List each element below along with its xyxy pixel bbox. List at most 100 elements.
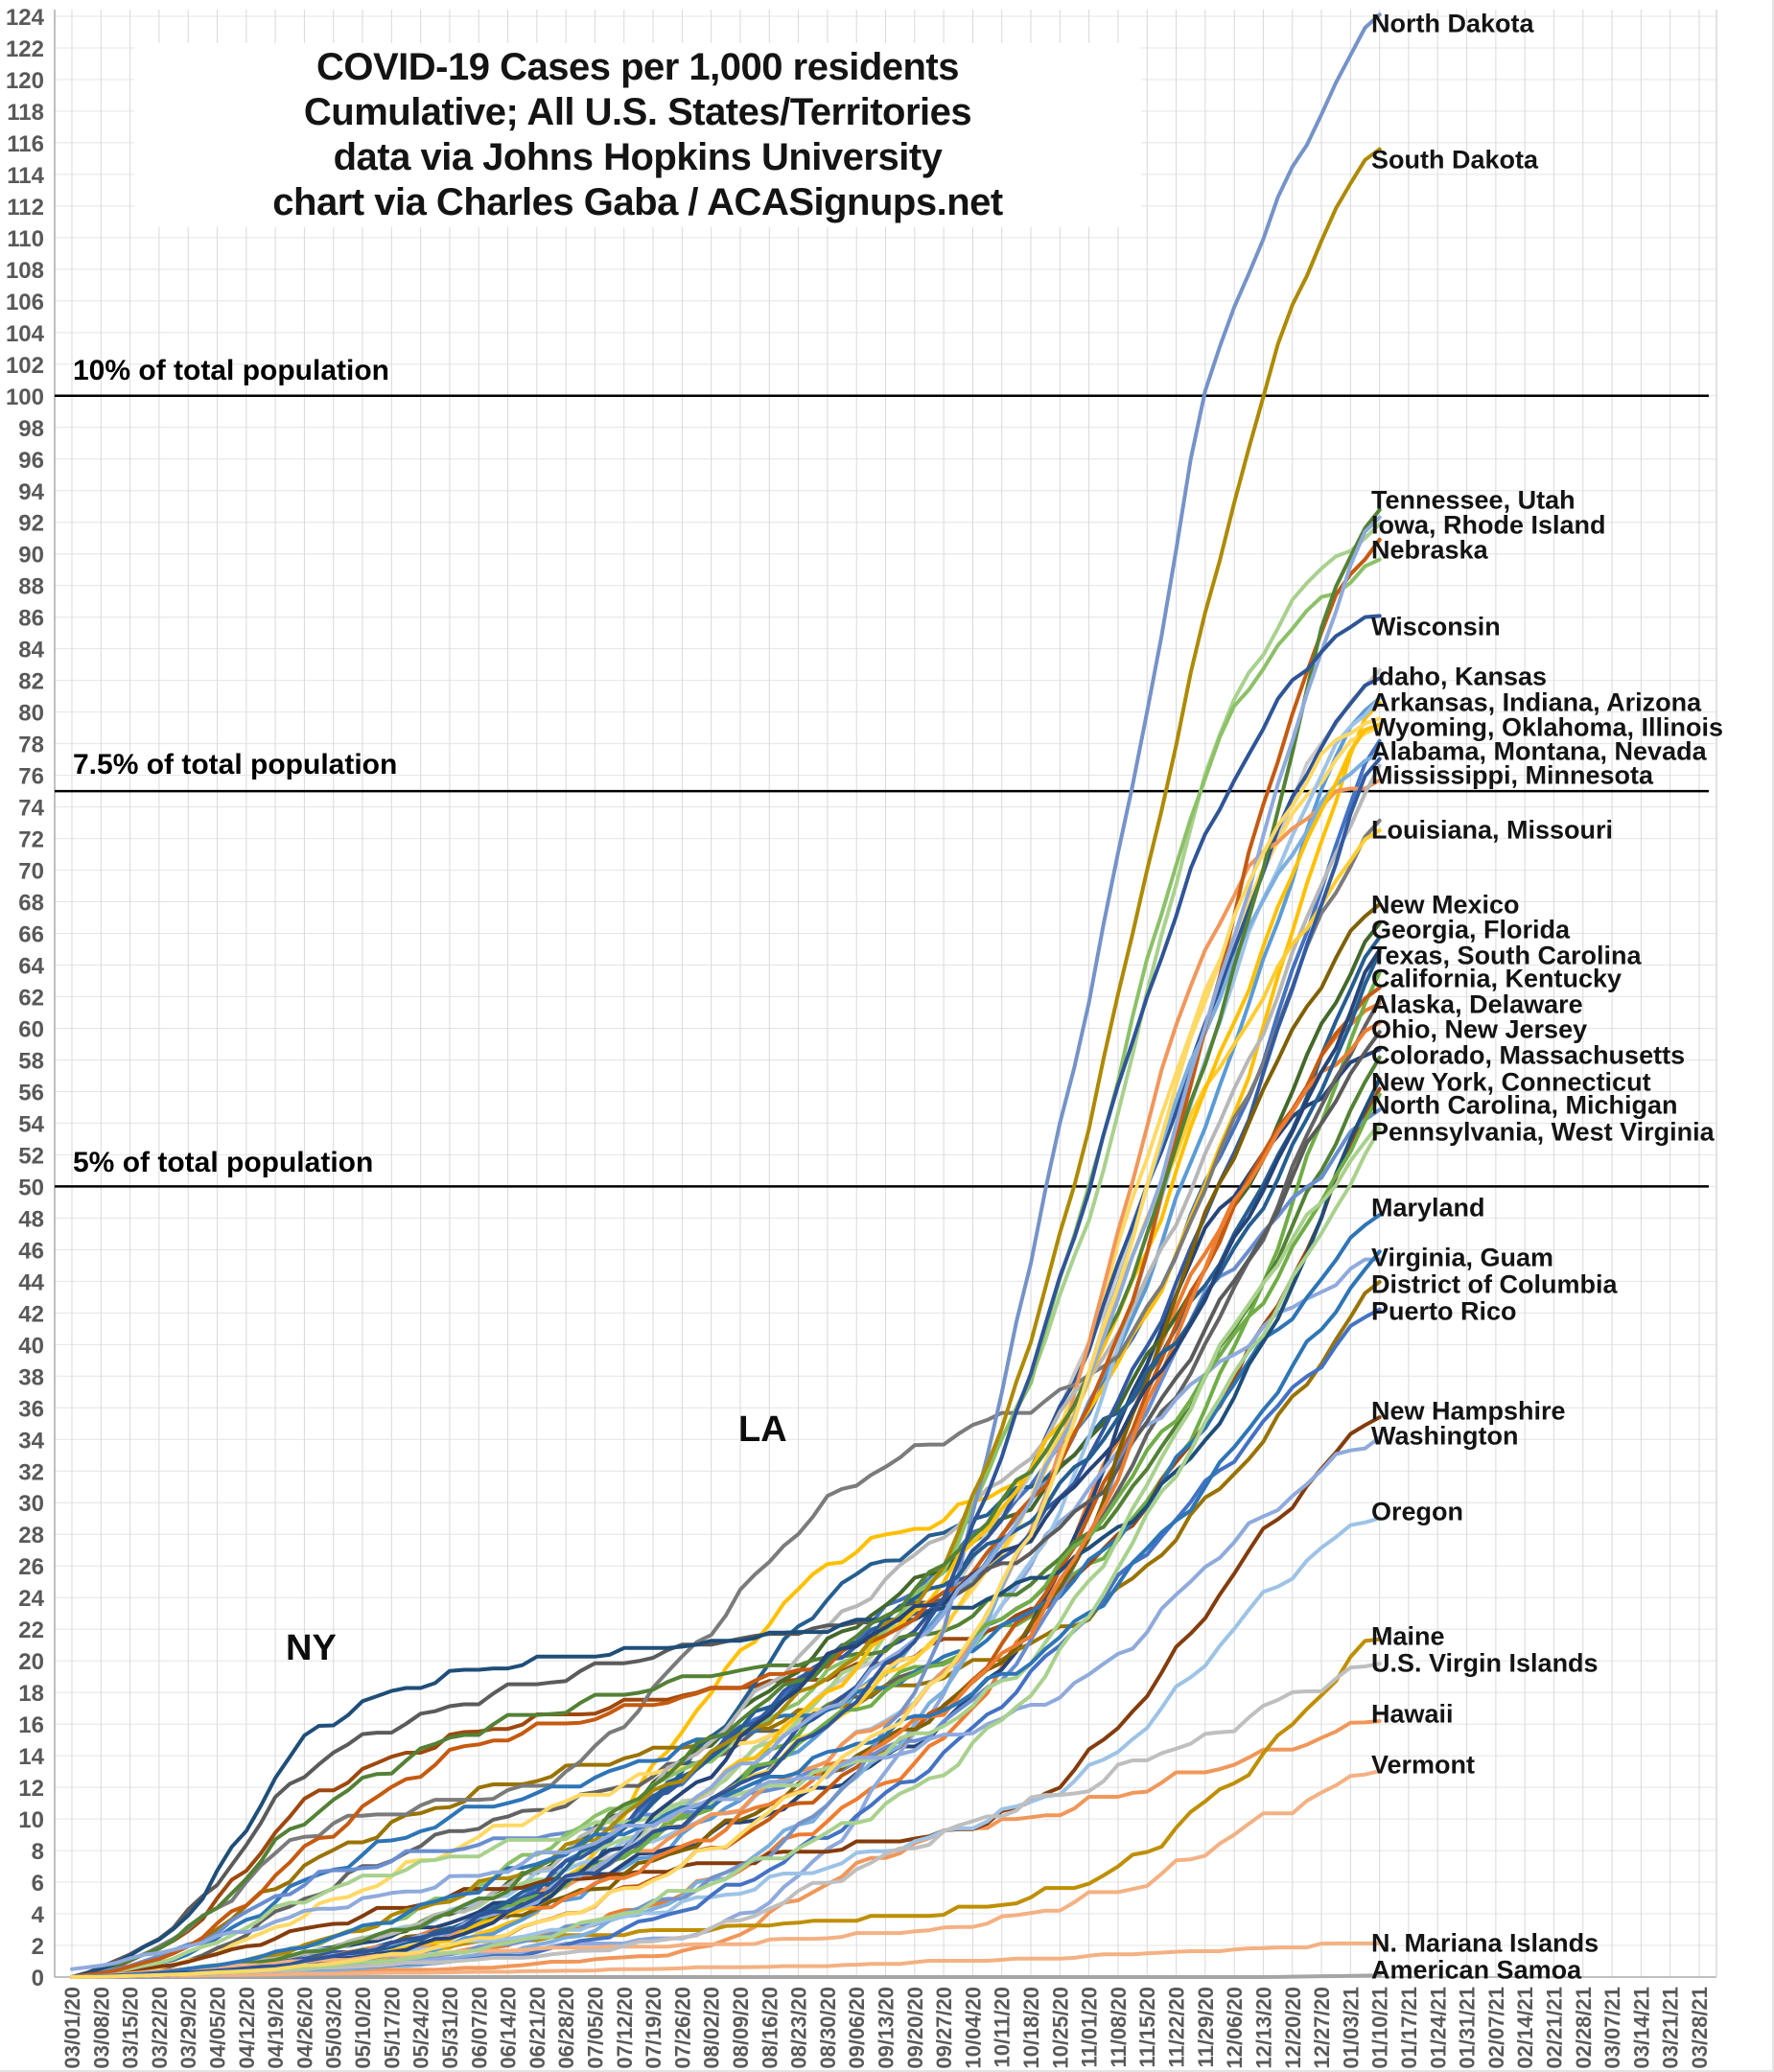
series-label: South Dakota <box>1371 145 1539 175</box>
series-line-massachusetts <box>70 1055 1382 1979</box>
y-tick-label: 32 <box>18 1459 44 1485</box>
x-tick-label: 07/05/20 <box>583 1987 607 2069</box>
y-tick-label: 90 <box>18 543 44 569</box>
series-label: Alabama, Montana, Nevada <box>1371 736 1707 766</box>
x-tick-label: 07/19/20 <box>642 1987 665 2069</box>
series-label: Tennessee, Utah <box>1371 485 1576 515</box>
x-tick-label: 03/22/20 <box>148 1987 172 2069</box>
series-label: New York, Connecticut <box>1371 1067 1651 1097</box>
chart-title: COVID-19 Cases per 1,000 residents Cumul… <box>134 43 1141 227</box>
x-tick-label: 06/28/20 <box>554 1987 578 2069</box>
y-tick-label: 88 <box>18 574 44 600</box>
annotation-louisiana: LA <box>738 1409 787 1450</box>
y-tick-label: 114 <box>7 163 44 189</box>
y-tick-label: 16 <box>18 1712 44 1738</box>
x-tick-label: 08/16/20 <box>758 1987 782 2069</box>
series-line-american-samoa <box>70 1973 1382 1979</box>
y-tick-label: 86 <box>18 606 44 632</box>
y-tick-label: 64 <box>18 954 44 980</box>
x-tick-label: 08/02/20 <box>700 1987 724 2069</box>
x-tick-label: 10/11/20 <box>991 1987 1015 2067</box>
y-axis-tick-labels: 0246810121416182022242628303234363840424… <box>6 5 45 1991</box>
x-tick-label: 12/06/20 <box>1223 1987 1247 2069</box>
y-tick-label: 56 <box>18 1080 44 1106</box>
y-tick-label: 2 <box>32 1934 44 1960</box>
series-label: Texas, South Carolina <box>1371 941 1642 970</box>
y-tick-label: 76 <box>18 764 44 790</box>
x-tick-label: 04/12/20 <box>235 1987 259 2069</box>
series-label: Alaska, Delaware <box>1371 989 1583 1019</box>
x-tick-label: 10/18/20 <box>1019 1987 1043 2069</box>
series-label: Pennsylvania, West Virginia <box>1371 1117 1715 1147</box>
series-label: Ohio, New Jersey <box>1371 1014 1588 1044</box>
x-tick-label: 09/06/20 <box>845 1987 869 2069</box>
y-tick-label: 6 <box>32 1871 44 1897</box>
x-tick-label: 01/03/21 <box>1339 1987 1363 2069</box>
y-tick-label: 18 <box>18 1681 44 1707</box>
x-tick-label: 02/14/21 <box>1513 1987 1537 2069</box>
series-label: Georgia, Florida <box>1371 915 1571 944</box>
series-label: Nebraska <box>1371 535 1488 565</box>
annotation-10-percent: 10% of total population <box>73 355 389 386</box>
title-line-4: chart via Charles Gaba / ACASignups.net <box>272 181 1003 223</box>
series-lines <box>70 12 1382 1979</box>
y-tick-label: 4 <box>32 1902 45 1928</box>
x-tick-label: 03/28/21 <box>1688 1987 1712 2069</box>
series-line-tennessee <box>70 507 1382 1979</box>
series-line-washington <box>70 1435 1382 1971</box>
x-tick-label: 07/26/20 <box>670 1987 694 2069</box>
x-tick-label: 08/30/20 <box>816 1987 840 2069</box>
y-tick-label: 110 <box>7 226 44 252</box>
series-line-n-mariana-islands <box>70 1941 1382 1979</box>
series-line-delaware <box>70 998 1382 1979</box>
y-tick-label: 12 <box>18 1776 44 1802</box>
y-tick-label: 98 <box>18 416 44 442</box>
x-tick-label: 11/01/20 <box>1078 1987 1102 2067</box>
y-tick-label: 60 <box>18 1016 44 1042</box>
series-line-connecticut <box>70 1086 1382 1979</box>
series-label: New Mexico <box>1371 890 1520 920</box>
x-tick-label: 12/27/20 <box>1310 1987 1334 2069</box>
x-tick-label: 04/26/20 <box>292 1987 316 2069</box>
x-tick-label: 11/15/20 <box>1135 1987 1159 2067</box>
x-tick-label: 10/25/20 <box>1048 1987 1072 2069</box>
series-line-new-hampshire <box>70 1415 1382 1979</box>
y-tick-label: 28 <box>18 1523 44 1548</box>
series-line-new-york <box>70 1077 1382 1979</box>
series-label: Colorado, Massachusetts <box>1371 1040 1686 1070</box>
annotation-new-york: NY <box>286 1628 337 1668</box>
y-tick-label: 82 <box>18 669 44 695</box>
y-tick-label: 8 <box>32 1839 44 1865</box>
y-tick-label: 58 <box>18 1048 44 1074</box>
y-tick-label: 70 <box>18 859 44 885</box>
y-tick-label: 30 <box>18 1491 44 1517</box>
x-tick-label: 01/24/21 <box>1426 1987 1450 2069</box>
series-label: Puerto Rico <box>1371 1296 1517 1326</box>
series-label: Wyoming, Oklahoma, Illinois <box>1371 712 1724 742</box>
x-tick-label: 05/24/20 <box>409 1987 433 2069</box>
y-tick-label: 80 <box>18 701 44 727</box>
series-label: American Samoa <box>1371 1955 1582 1985</box>
y-tick-label: 66 <box>18 922 44 948</box>
y-tick-label: 34 <box>18 1428 44 1454</box>
y-tick-label: 96 <box>18 448 44 474</box>
series-line-virginia <box>70 1249 1382 1979</box>
x-tick-label: 01/10/21 <box>1368 1987 1392 2069</box>
x-tick-label: 12/13/20 <box>1251 1987 1275 2069</box>
x-tick-label: 08/09/20 <box>729 1987 753 2069</box>
x-tick-label: 03/07/21 <box>1600 1987 1624 2069</box>
y-tick-label: 52 <box>18 1143 44 1169</box>
x-tick-label: 01/31/21 <box>1456 1987 1480 2069</box>
series-label: Iowa, Rhode Island <box>1371 510 1606 540</box>
title-line-2: Cumulative; All U.S. States/Territories <box>303 91 972 133</box>
series-label: District of Columbia <box>1371 1269 1618 1299</box>
y-tick-label: 124 <box>6 5 45 31</box>
y-tick-label: 102 <box>6 353 44 379</box>
y-tick-label: 78 <box>18 733 44 758</box>
x-tick-label: 06/07/20 <box>467 1987 491 2069</box>
y-tick-label: 72 <box>18 827 44 853</box>
series-label: Washington <box>1371 1421 1519 1451</box>
y-tick-label: 108 <box>6 258 44 284</box>
series-label: Idaho, Kansas <box>1371 662 1548 691</box>
x-tick-label: 06/14/20 <box>497 1987 521 2069</box>
